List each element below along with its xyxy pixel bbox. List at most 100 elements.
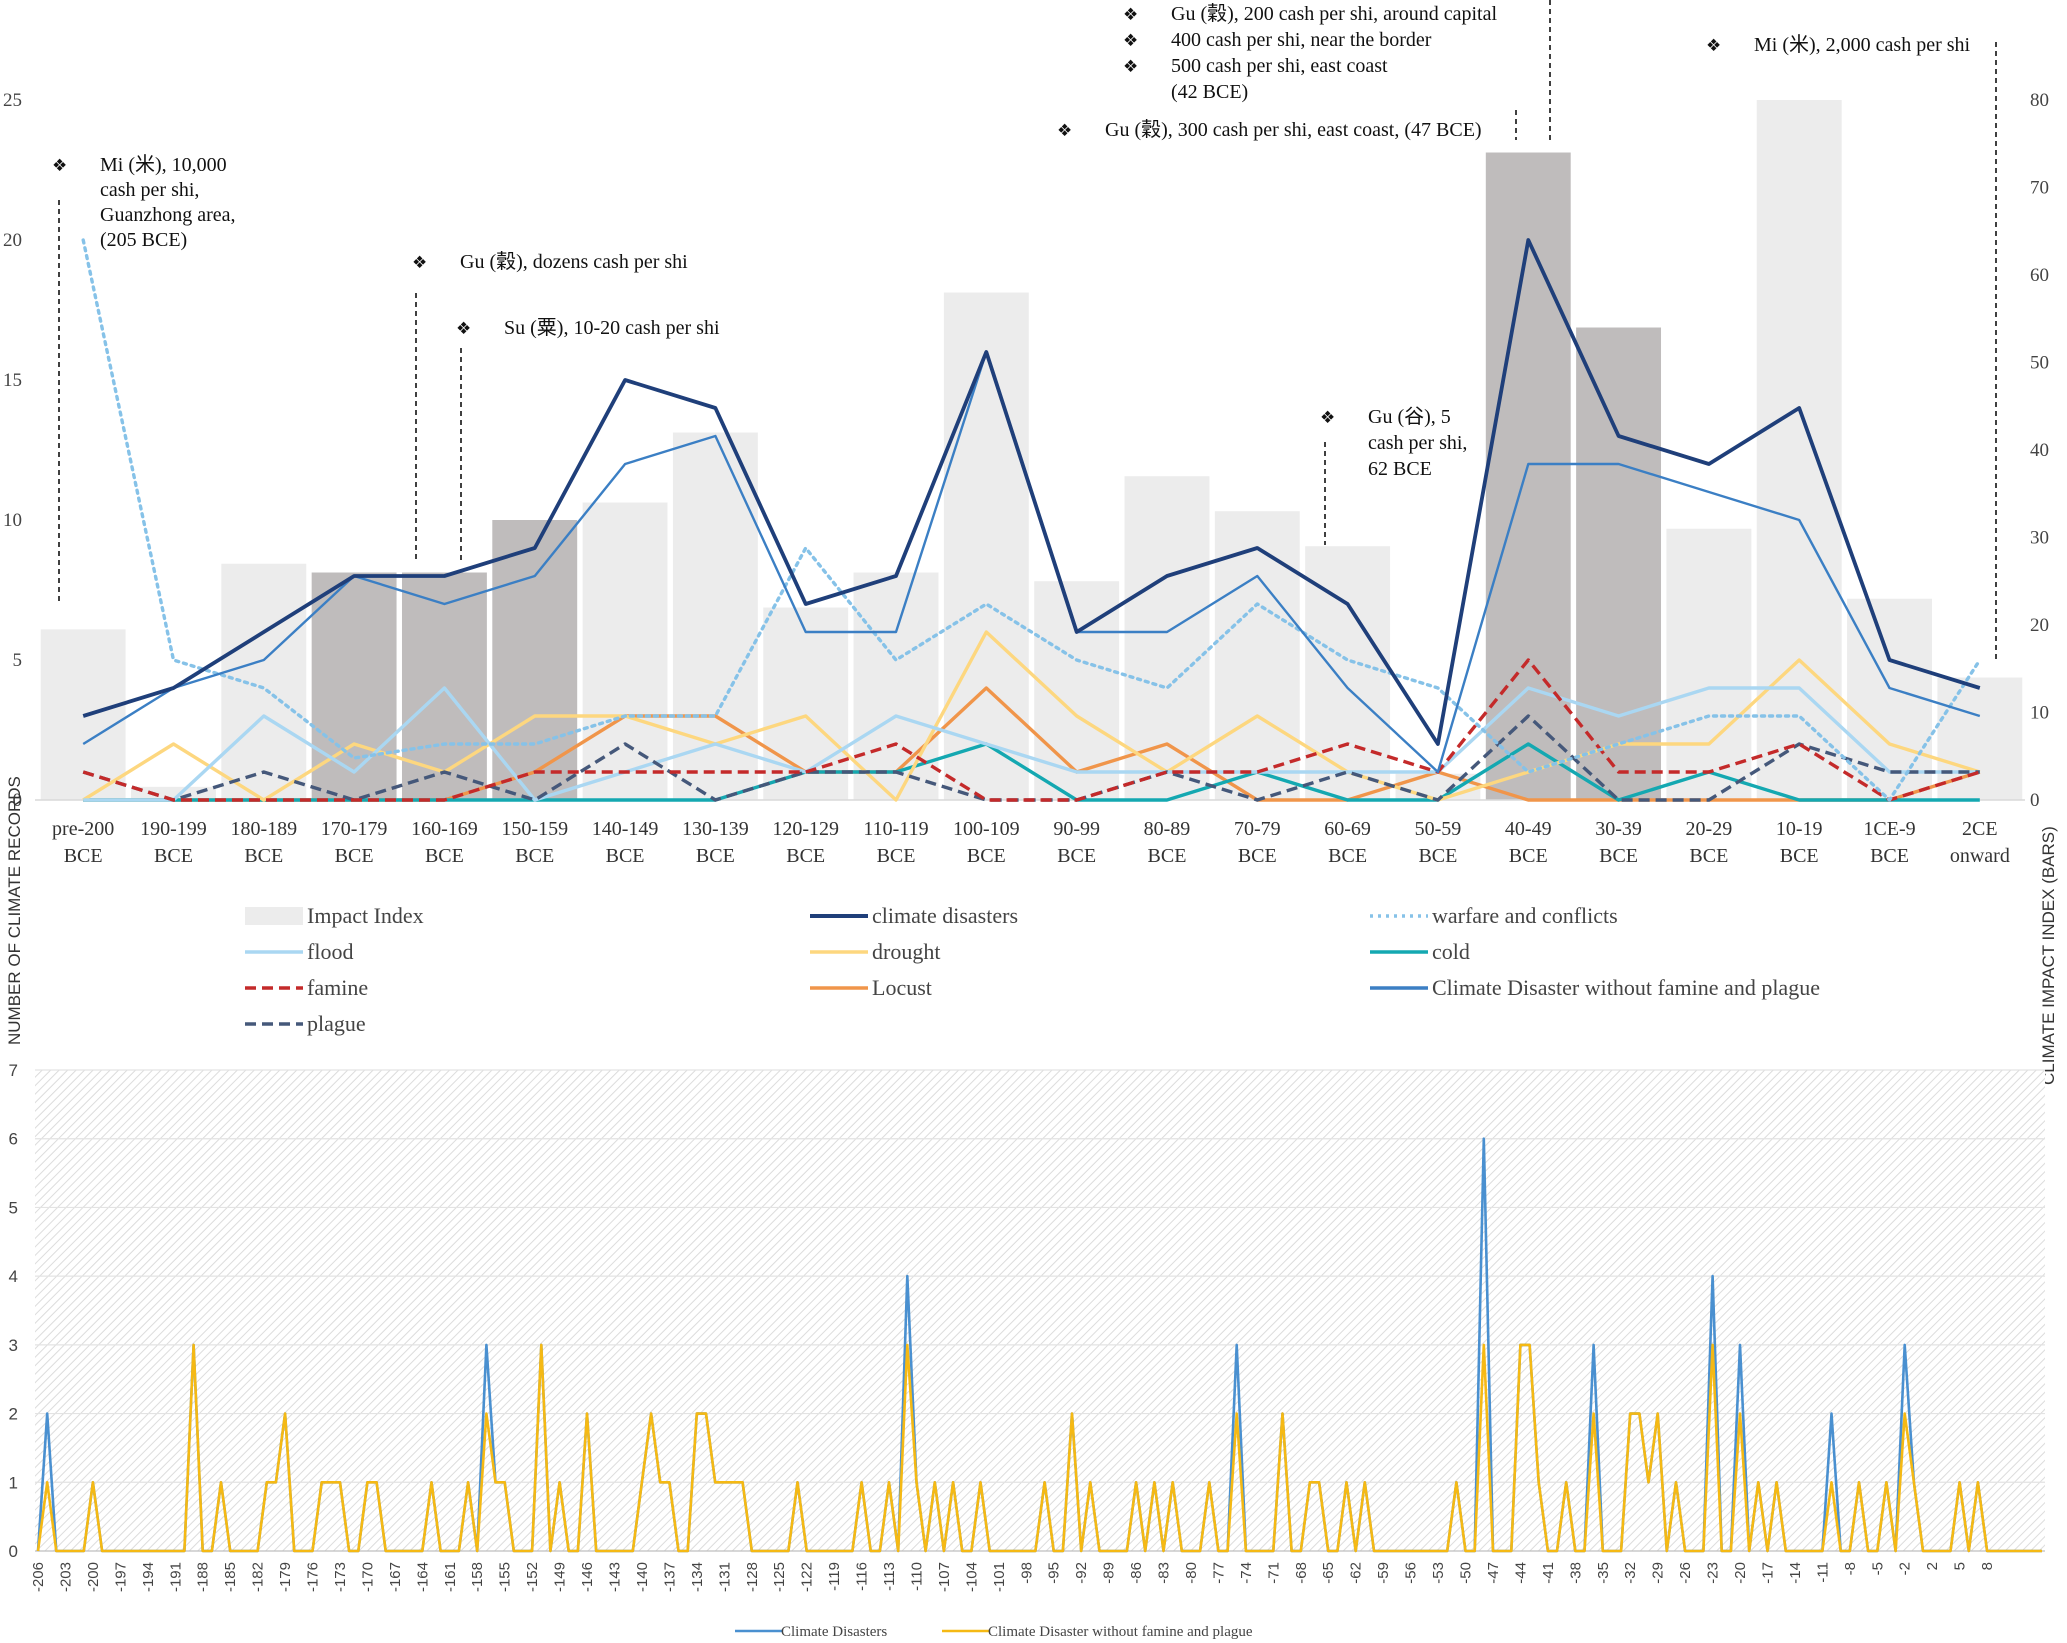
- bottom-x-tick-label: -50: [1458, 1562, 1475, 1584]
- x-category-label: BCE: [244, 845, 283, 867]
- x-category-label: BCE: [967, 845, 1006, 867]
- bottom-y-tick-label: 3: [9, 1336, 18, 1355]
- x-category-label: 40-49: [1505, 818, 1552, 840]
- bottom-x-tick-label: -23: [1705, 1562, 1722, 1584]
- left-y-tick-label: 20: [3, 230, 22, 251]
- x-category-label: BCE: [1599, 845, 1638, 867]
- bottom-y-tick-label: 4: [9, 1267, 18, 1286]
- bottom-x-tick-label: 5: [1952, 1562, 1969, 1570]
- impact-index-bar: [1847, 598, 1932, 800]
- x-category-label: BCE: [1238, 845, 1277, 867]
- right-y-tick-label: 30: [2030, 528, 2049, 549]
- impact-index-bar: [943, 292, 1029, 800]
- bottom-chart: 0 1 2 3 4 5 6 7 -206 -203 -200 -197 -194 -191 -188 -18…: [9, 1061, 2045, 1640]
- annotation-text: cash per shi,: [1368, 432, 1467, 454]
- series-line-famine: [82, 658, 1981, 802]
- bottom-x-tick-label: -155: [497, 1562, 514, 1592]
- bottom-x-tick-label: -5: [1869, 1562, 1886, 1575]
- legend-label: Impact Index: [307, 903, 424, 928]
- bottom-x-tick-label: -17: [1760, 1562, 1777, 1584]
- series-line-warfare-and-conflicts: [81, 238, 1982, 802]
- top-x-axis: pre-200 BCE 190-199 BCE 180-189 BCE 170-179 BCE…: [52, 818, 2010, 867]
- annotation-text: 62 BCE: [1368, 458, 1432, 480]
- bottom-x-tick-label: -161: [442, 1562, 459, 1592]
- bottom-x-tick-label: -11: [1814, 1562, 1831, 1583]
- bottom-y-tick-label: 5: [9, 1198, 18, 1217]
- bottom-x-tick-label: -125: [771, 1562, 788, 1592]
- x-category-label: 150-159: [501, 818, 568, 840]
- right-y-axis: 0 10 20 30 40 50 60 70 80: [2030, 90, 2049, 811]
- annotation-text: Mi (米), 2,000 cash per shi: [1754, 33, 1971, 56]
- x-category-label: BCE: [154, 845, 193, 867]
- x-category-label: BCE: [1870, 845, 1909, 867]
- x-category-label: 180-189: [230, 818, 297, 840]
- left-y-tick-label: 15: [3, 370, 22, 391]
- x-category-label: pre-200: [52, 818, 114, 840]
- bottom-y-tick-label: 1: [9, 1473, 18, 1492]
- annotation-bullet-icon: ❖: [456, 319, 471, 339]
- right-y-tick-label: 50: [2030, 353, 2049, 374]
- annotation-text: Gu (谷), 5: [1368, 405, 1451, 428]
- bottom-x-tick-label: -170: [359, 1562, 376, 1592]
- bottom-x-tick-label: -188: [195, 1562, 212, 1592]
- bottom-series-line-climate-disaster-without-famine-and-plague: [36, 1343, 2042, 1553]
- bottom-x-tick-label: -173: [332, 1562, 349, 1592]
- annotation-text: 400 cash per shi, near the border: [1171, 29, 1432, 51]
- bottom-x-tick-label: -191: [167, 1562, 184, 1592]
- x-category-label: 30-39: [1595, 818, 1642, 840]
- bottom-x-tick-label: -167: [387, 1562, 404, 1592]
- bottom-x-tick-label: -20: [1732, 1562, 1749, 1584]
- legend-label: drought: [872, 939, 940, 964]
- price-annotations: ❖ Mi (米), 10,000 cash per shi, Guanzhong ar…: [52, 0, 1997, 660]
- annotation-text: Su (粟), 10-20 cash per shi: [504, 317, 720, 339]
- bottom-x-tick-label: -95: [1046, 1562, 1063, 1584]
- top-chart: 0 5 10 15 20 25 0 10 20 30 40 50 60 70 80 pre-200 BCE 1…: [3, 0, 2058, 1085]
- bottom-x-tick-label: -53: [1430, 1562, 1447, 1584]
- impact-index-bar: [1666, 528, 1752, 800]
- top-legend: Impact Index climate disasters warfare and…: [245, 903, 1820, 1036]
- x-category-label: BCE: [1328, 845, 1367, 867]
- bottom-x-tick-label: -83: [1156, 1562, 1173, 1584]
- left-axis-title: NUMBER OF CLIMATE RECORDS: [5, 776, 24, 1045]
- x-category-label: 20-29: [1686, 818, 1733, 840]
- bottom-x-tick-label: -143: [607, 1562, 624, 1592]
- x-category-label: 120-129: [772, 818, 839, 840]
- right-y-tick-label: 10: [2030, 703, 2049, 724]
- bottom-x-tick-label: -2: [1897, 1562, 1914, 1575]
- x-category-label: 170-179: [321, 818, 388, 840]
- annotation-text: Gu (穀), dozens cash per shi: [460, 250, 688, 273]
- bottom-x-tick-label: -113: [881, 1562, 898, 1591]
- x-category-label: BCE: [1057, 845, 1096, 867]
- impact-index-bar: [221, 563, 307, 800]
- series-line-cold: [83, 742, 1980, 802]
- bottom-x-tick-label: -14: [1787, 1562, 1804, 1584]
- bottom-x-tick-label: -74: [1238, 1562, 1255, 1584]
- left-y-tick-label: 0: [13, 790, 23, 811]
- bottom-x-tick-label: -107: [936, 1562, 953, 1592]
- bottom-x-tick-label: -56: [1403, 1562, 1420, 1584]
- impact-index-bar: [672, 432, 758, 800]
- annotation-text: Mi (米), 10,000: [100, 153, 227, 176]
- bottom-y-tick-label: 7: [9, 1061, 18, 1080]
- annotation-bullet-icon: ❖: [1057, 121, 1072, 141]
- annotation-text: Gu (穀), 200 cash per shi, around capital: [1171, 2, 1497, 25]
- annotation-bullet-icon: ❖: [1123, 5, 1138, 25]
- legend-label: climate disasters: [872, 903, 1018, 928]
- annotation-bullet-icon: ❖: [1123, 31, 1138, 51]
- bottom-x-tick-label: -92: [1073, 1562, 1090, 1584]
- annotation-bullet-icon: ❖: [1320, 408, 1335, 428]
- bottom-x-tick-label: -59: [1375, 1562, 1392, 1584]
- bottom-x-tick-label: -101: [991, 1562, 1008, 1592]
- bottom-x-tick-label: -86: [1128, 1562, 1145, 1584]
- x-category-label: BCE: [1780, 845, 1819, 867]
- legend-swatch-impact-index: [245, 907, 303, 925]
- annotation-bullet-icon: ❖: [52, 156, 67, 176]
- left-y-tick-label: 5: [13, 650, 23, 671]
- bottom-x-tick-label: -197: [112, 1562, 129, 1592]
- impact-index-bar: [1124, 476, 1210, 800]
- bottom-legend-label: Climate Disaster without famine and plag…: [988, 1624, 1253, 1640]
- bottom-x-tick-label: -179: [277, 1562, 294, 1592]
- legend-label: famine: [307, 975, 368, 1000]
- impact-index-bar: [401, 572, 487, 800]
- annotation-text: Gu (穀), 300 cash per shi, east coast, (4…: [1105, 118, 1482, 141]
